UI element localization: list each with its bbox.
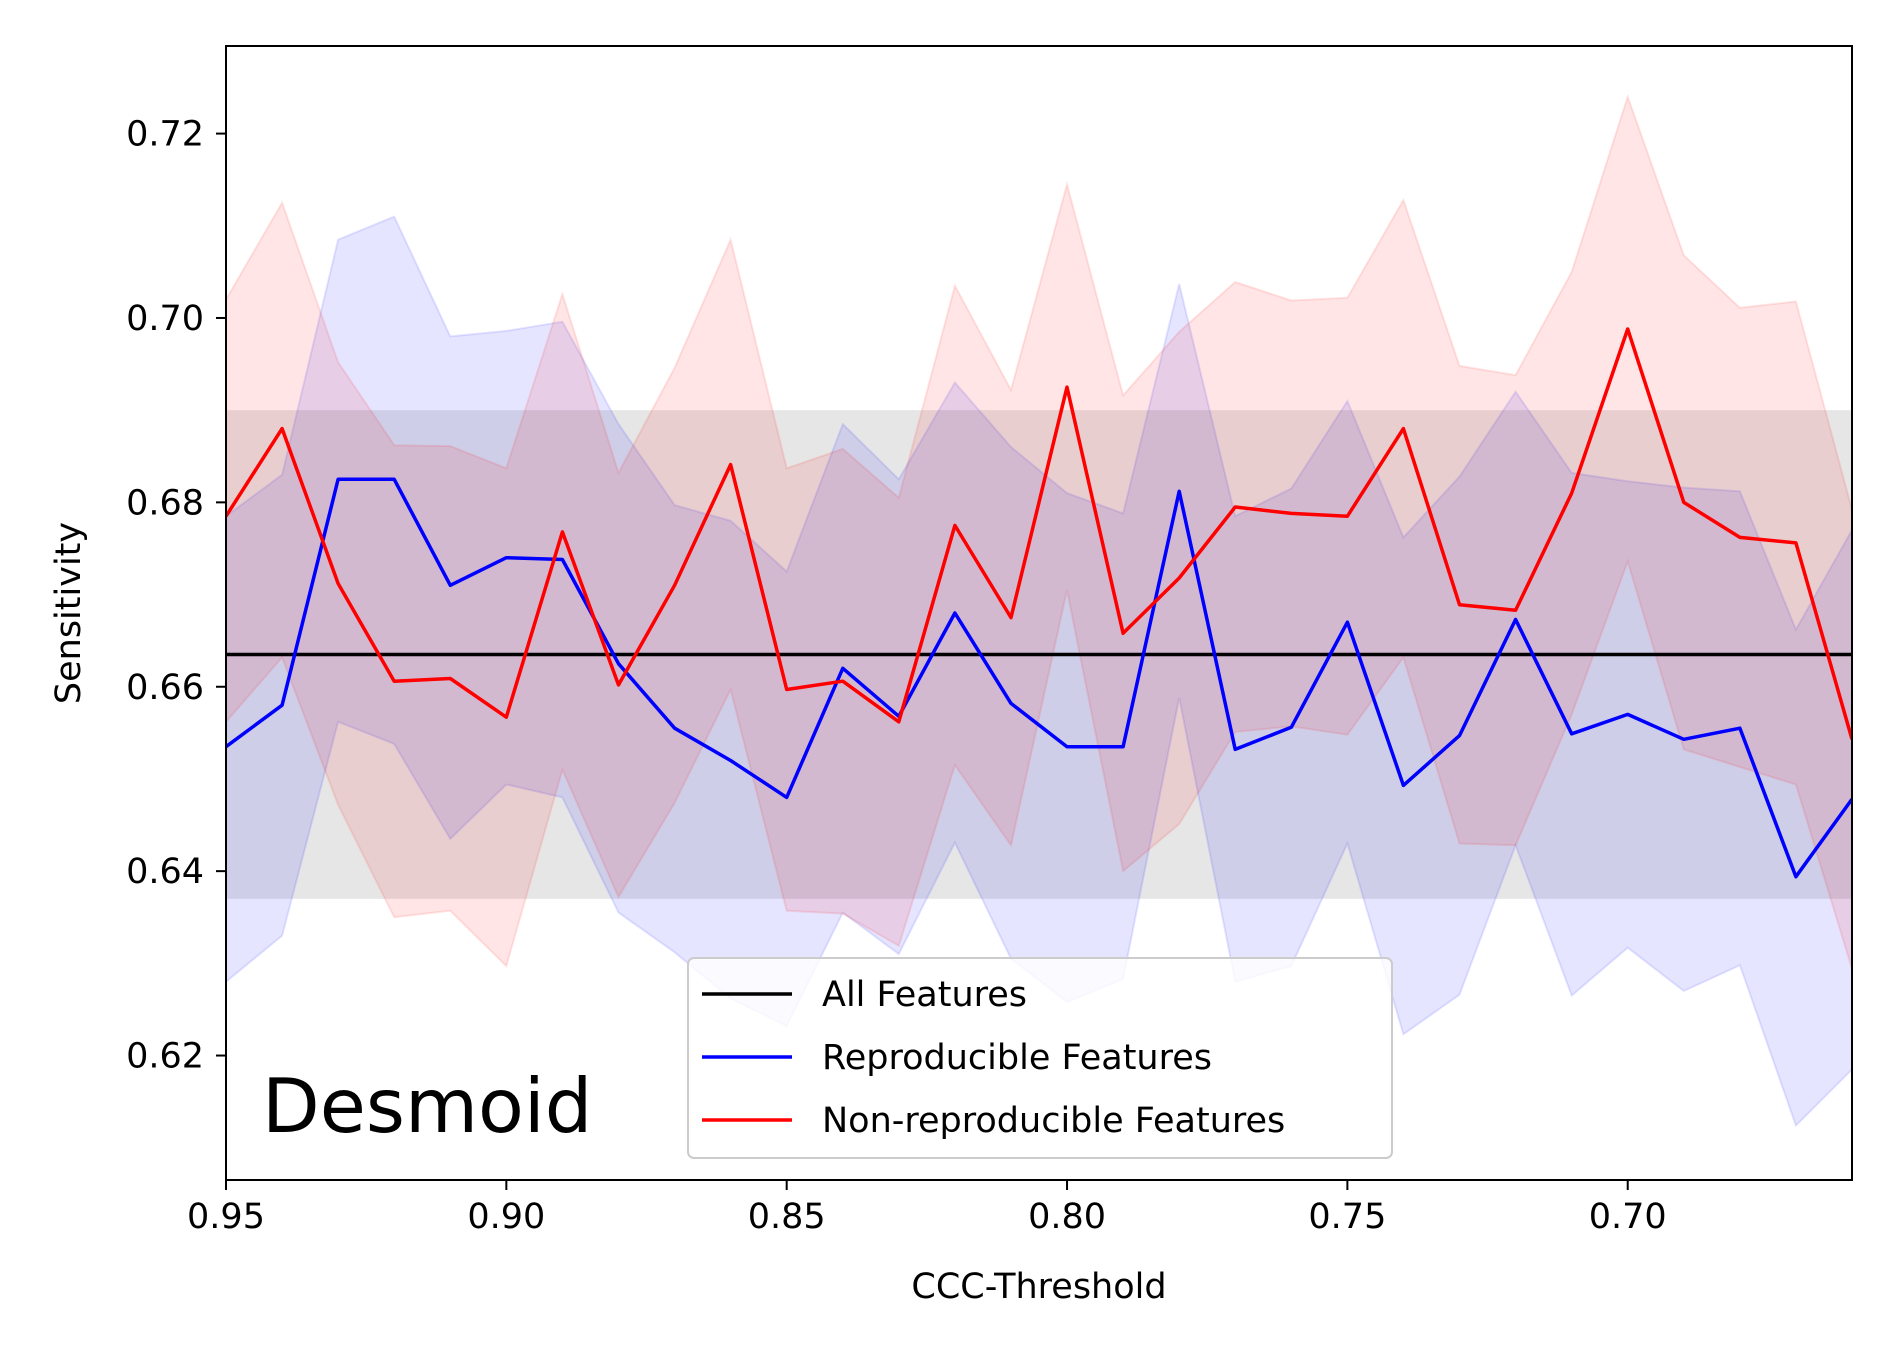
- dataset-annotation: Desmoid: [262, 1062, 592, 1150]
- legend-box: [687, 957, 1393, 1159]
- legend: All Features Reproducible Features Non-rep…: [687, 957, 1393, 1159]
- x-tick-label: 0.90: [467, 1197, 545, 1237]
- y-tick-label: 0.70: [126, 299, 204, 339]
- y-axis-label: Sensitivity: [49, 522, 89, 704]
- y-axis: 0.62 0.64 0.66 0.68 0.70 0.72: [126, 115, 226, 1077]
- legend-label: Non-reproducible Features: [822, 1101, 1285, 1141]
- x-axis-label: CCC-Threshold: [911, 1267, 1166, 1307]
- y-tick-label: 0.72: [126, 115, 204, 155]
- series-lines: [226, 327, 1852, 879]
- x-tick-label: 0.75: [1308, 1197, 1386, 1237]
- line-reproducible-features: [226, 477, 1852, 879]
- x-tick-label: 0.70: [1589, 1197, 1667, 1237]
- plot-frame: [225, 45, 1853, 1181]
- x-tick-label: 0.80: [1028, 1197, 1106, 1237]
- y-tick-label: 0.64: [126, 852, 204, 892]
- legend-label: Reproducible Features: [822, 1038, 1212, 1078]
- x-tick-label: 0.95: [187, 1197, 265, 1237]
- x-axis: 0.95 0.90 0.85 0.80 0.75 0.70: [187, 1180, 1667, 1237]
- band-non-reproducible-features: [226, 93, 1852, 970]
- x-tick-label: 0.85: [748, 1197, 826, 1237]
- y-tick-label: 0.68: [126, 483, 204, 523]
- legend-label: All Features: [822, 975, 1027, 1015]
- line-non-reproducible-features: [226, 327, 1852, 740]
- y-tick-label: 0.66: [126, 668, 204, 708]
- y-tick-label: 0.62: [126, 1037, 204, 1077]
